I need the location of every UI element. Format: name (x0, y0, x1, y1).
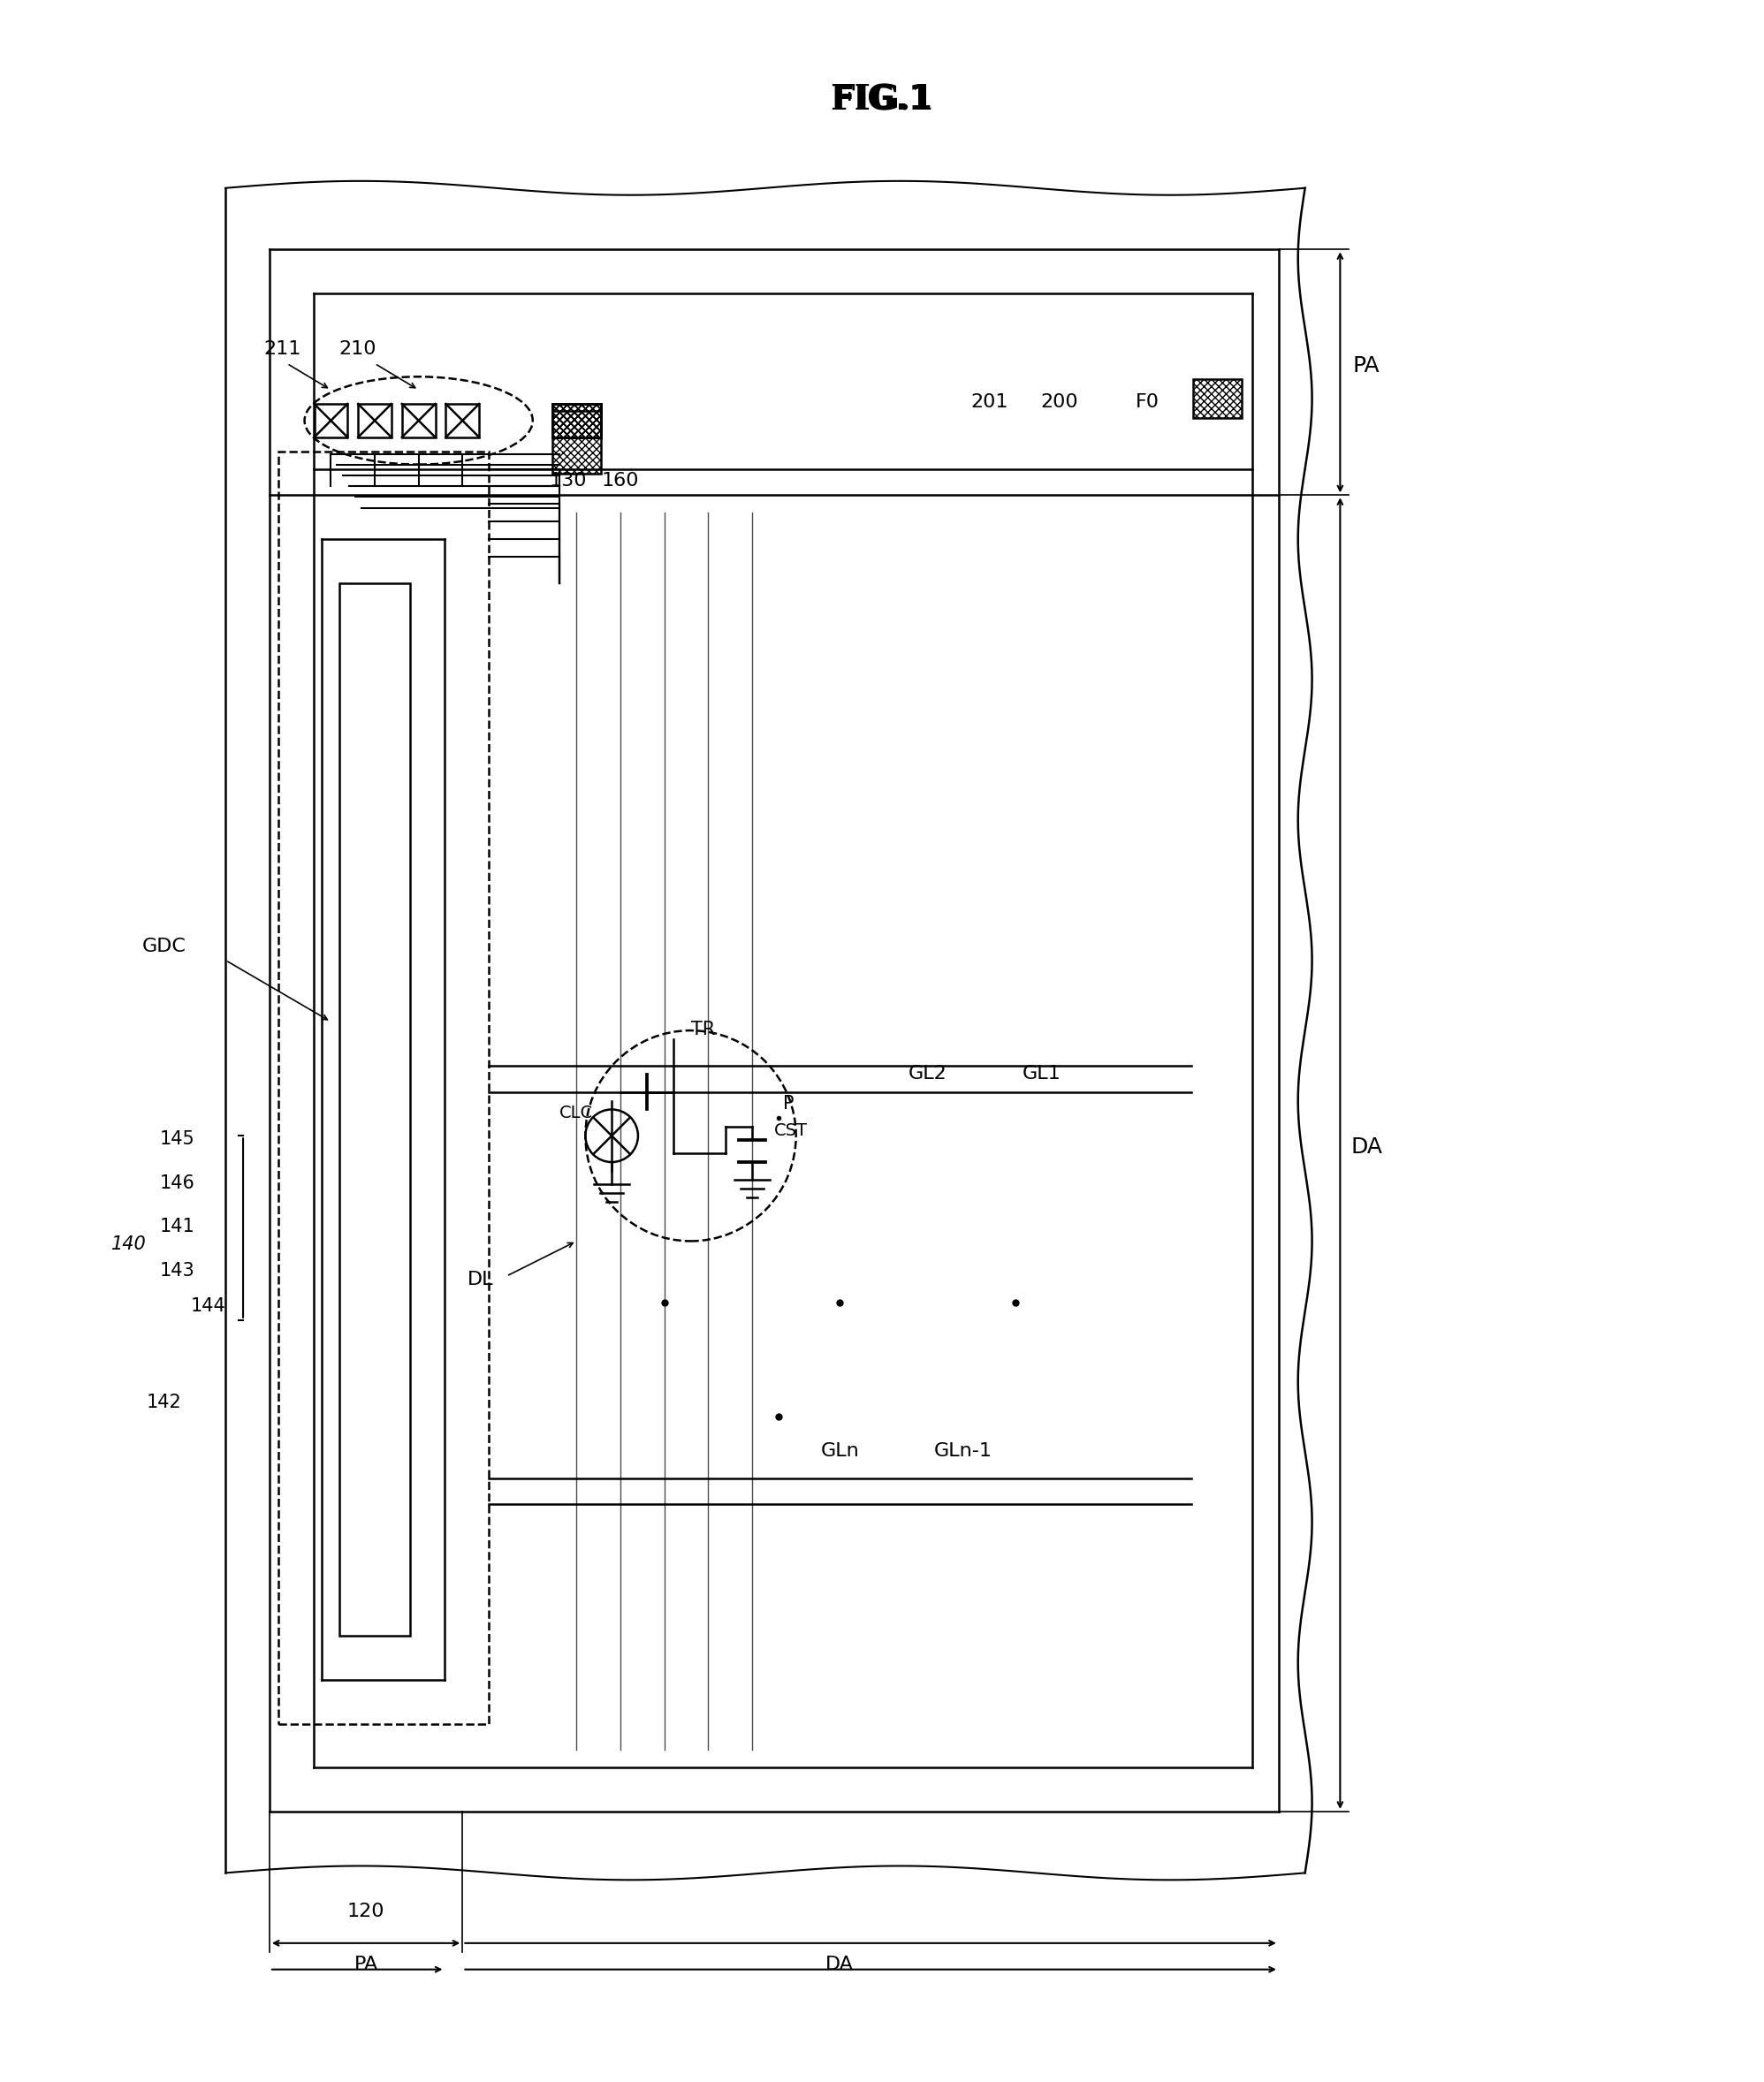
Bar (552, 404, 602, 437)
Bar (358, 404, 392, 437)
Text: 211: 211 (265, 341, 302, 358)
Text: GL2: GL2 (908, 1064, 947, 1083)
Text: GL1: GL1 (1023, 1064, 1062, 1083)
Text: 120: 120 (348, 1903, 385, 1920)
Bar (552, 410, 602, 475)
Bar (402, 404, 436, 437)
Bar (552, 404, 602, 437)
Text: CLC: CLC (559, 1106, 593, 1122)
Text: 160: 160 (602, 473, 639, 489)
Text: GLn: GLn (820, 1443, 859, 1459)
Text: 210: 210 (339, 341, 376, 358)
Bar (340, 583, 409, 1636)
Bar (279, 452, 489, 1724)
Text: 145: 145 (161, 1131, 194, 1147)
Text: DL: DL (467, 1270, 494, 1289)
Text: FIG.1: FIG.1 (831, 83, 933, 117)
Text: P: P (783, 1095, 794, 1114)
Text: GDC: GDC (143, 937, 187, 956)
Bar (314, 404, 348, 437)
Bar (552, 404, 602, 437)
Text: 146: 146 (159, 1174, 194, 1193)
Text: PA: PA (1353, 356, 1379, 377)
Bar (552, 404, 602, 437)
Text: 144: 144 (191, 1297, 226, 1316)
Text: FIG.1: FIG.1 (829, 83, 935, 117)
Text: 200: 200 (1041, 393, 1078, 410)
Text: F0: F0 (1134, 393, 1159, 410)
Text: 142: 142 (146, 1393, 182, 1412)
Text: GLn-1: GLn-1 (933, 1443, 991, 1459)
Text: 130: 130 (549, 473, 587, 489)
Text: 140: 140 (111, 1237, 146, 1253)
Text: CST: CST (774, 1122, 808, 1139)
Bar (446, 404, 480, 437)
Text: 143: 143 (161, 1262, 194, 1280)
Text: 141: 141 (161, 1218, 194, 1237)
Text: PA: PA (355, 1955, 377, 1974)
Text: 201: 201 (970, 393, 1007, 410)
Bar (1192, 379, 1242, 418)
Text: DA: DA (1351, 1137, 1383, 1158)
Text: DA: DA (826, 1955, 854, 1974)
Text: TR: TR (691, 1020, 714, 1039)
